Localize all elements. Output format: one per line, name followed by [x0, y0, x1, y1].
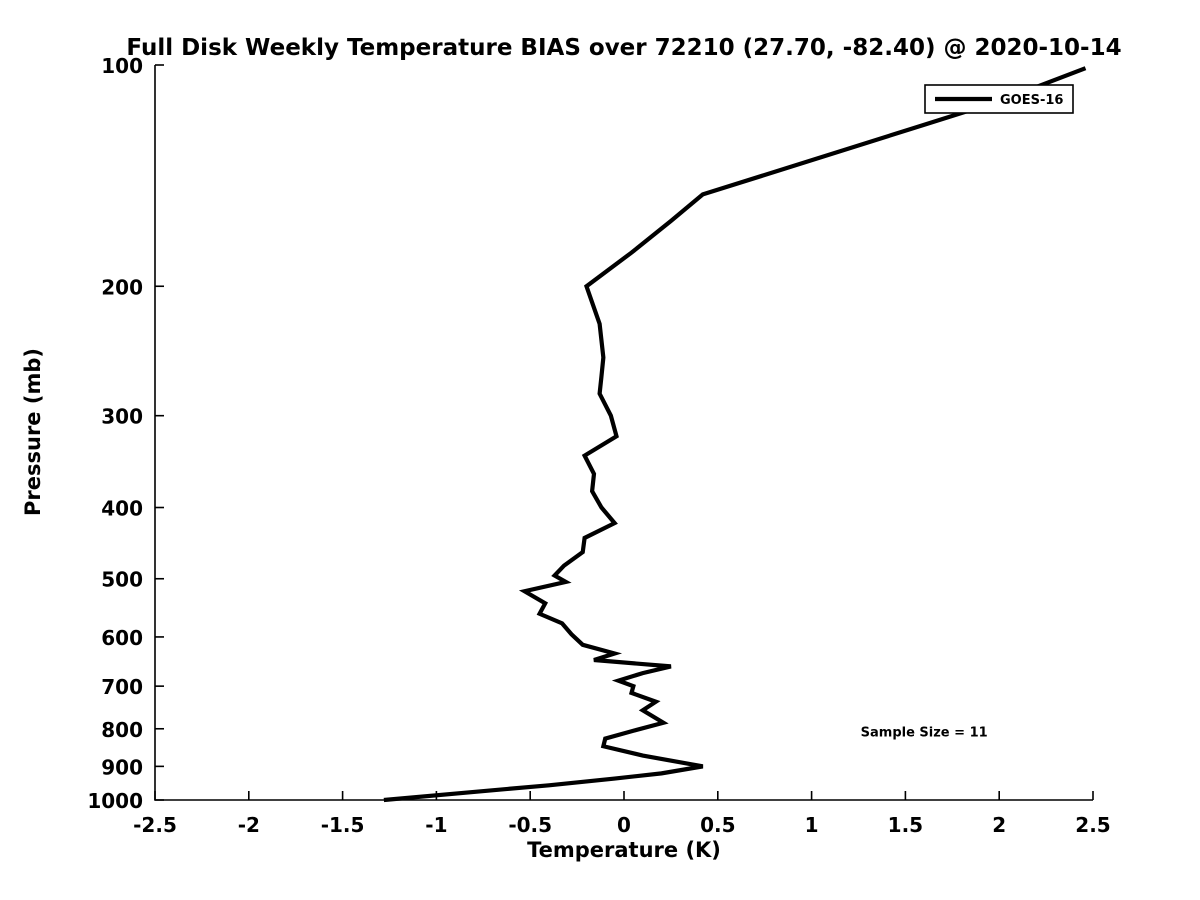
- series-line-goes-16: [383, 66, 1087, 803]
- x-tick-label: 2.5: [1075, 813, 1110, 837]
- x-tick-label: 0: [617, 813, 631, 837]
- x-tick-label: 1.5: [888, 813, 923, 837]
- x-tick-label: 2: [992, 813, 1006, 837]
- legend-label-goes-16: GOES-16: [1000, 93, 1063, 108]
- x-tick-label: -1: [425, 813, 447, 837]
- x-tick-label: 1: [805, 813, 819, 837]
- x-tick-label: 0.5: [700, 813, 735, 837]
- x-tick-label: -1.5: [321, 813, 365, 837]
- x-tick-label: -2.5: [133, 813, 177, 837]
- y-tick-label: 1000: [87, 789, 143, 813]
- x-tick-label: -2: [238, 813, 260, 837]
- y-tick-label: 800: [101, 718, 143, 742]
- y-tick-label: 600: [101, 626, 143, 650]
- y-axis-label: Pressure (mb): [21, 348, 45, 516]
- legend[interactable]: GOES-16: [924, 84, 1074, 114]
- y-tick-label: 700: [101, 675, 143, 699]
- y-tick-label: 400: [101, 497, 143, 521]
- x-axis-label: Temperature (K): [527, 838, 721, 862]
- y-tick-label: 500: [101, 568, 143, 592]
- y-tick-label: 100: [101, 54, 143, 78]
- data-series-group: [383, 66, 1087, 803]
- x-tick-label: -0.5: [508, 813, 552, 837]
- y-tick-label: 200: [101, 275, 143, 299]
- sample-size-annotation: Sample Size = 11: [861, 725, 988, 740]
- x-axis-ticks: -2.5 -2 -1.5 -1 -0.5 0 0.5 1 1.5 2 2.5: [133, 791, 1111, 837]
- chart-title: Full Disk Weekly Temperature BIAS over 7…: [126, 35, 1121, 61]
- y-tick-label: 900: [101, 755, 143, 779]
- y-tick-label: 300: [101, 405, 143, 429]
- y-axis-ticks: 100 200 300 400 500 600 700 800 900 1000: [87, 54, 164, 813]
